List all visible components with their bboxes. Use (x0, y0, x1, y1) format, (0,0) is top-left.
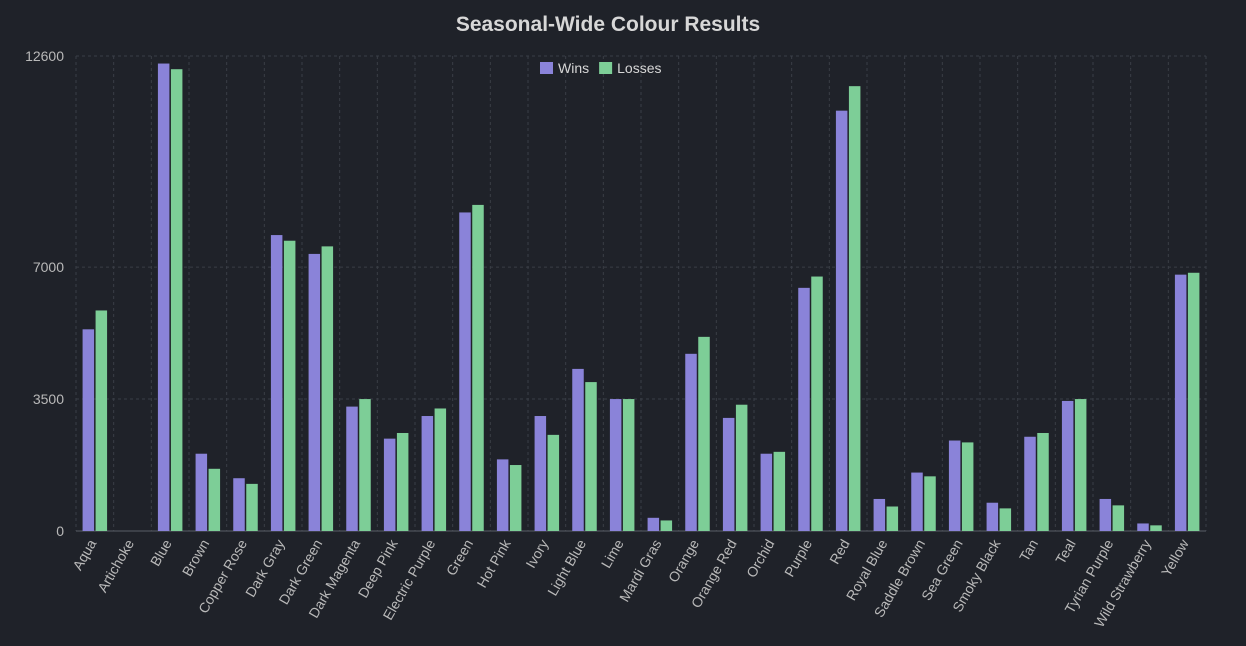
bar-losses[interactable] (321, 246, 334, 531)
bar-wins[interactable] (1099, 498, 1112, 531)
bar-wins[interactable] (572, 368, 584, 531)
x-tick-label: Light Blue (544, 536, 589, 598)
bar-losses[interactable] (246, 483, 258, 531)
bar-wins[interactable] (609, 399, 622, 531)
bar-losses[interactable] (1112, 505, 1125, 531)
x-tick-label: Yellow (1158, 536, 1192, 579)
bar-losses[interactable] (170, 69, 183, 531)
bar-losses[interactable] (773, 451, 786, 531)
bar-losses[interactable] (622, 399, 635, 531)
bar-losses[interactable] (1150, 525, 1162, 531)
bar-wins[interactable] (948, 440, 961, 531)
bar-losses[interactable] (999, 508, 1012, 531)
y-tick-label: 7000 (33, 259, 64, 275)
x-tick-label: Brown (179, 537, 213, 579)
x-tick-label: Red (826, 537, 853, 567)
bar-wins[interactable] (195, 453, 208, 531)
bar-losses[interactable] (660, 520, 673, 531)
x-tick-label: Tan (1016, 537, 1041, 565)
bar-losses[interactable] (1187, 272, 1200, 531)
bar-wins[interactable] (82, 329, 95, 531)
bar-losses[interactable] (735, 404, 748, 531)
legend[interactable]: Wins Losses (540, 60, 661, 76)
legend-label-wins[interactable]: Wins (558, 60, 589, 76)
bar-wins[interactable] (873, 498, 886, 531)
bar-wins[interactable] (308, 253, 321, 531)
x-tick-label: Aqua (69, 536, 99, 573)
bar-losses[interactable] (434, 408, 447, 531)
bar-wins[interactable] (1061, 400, 1074, 531)
bar-wins[interactable] (798, 287, 810, 531)
x-tick-label: Orchid (743, 537, 777, 581)
bar-wins[interactable] (835, 110, 848, 532)
bar-wins[interactable] (1024, 436, 1036, 531)
grid (75, 55, 1207, 532)
bar-wins[interactable] (1174, 274, 1187, 531)
bar-losses[interactable] (472, 204, 484, 531)
bar-wins[interactable] (760, 453, 773, 531)
bar-wins[interactable] (459, 212, 471, 531)
bar-losses[interactable] (811, 276, 823, 531)
bar-wins[interactable] (722, 417, 735, 531)
bar-losses[interactable] (1037, 432, 1049, 531)
x-tick-label: Lime (598, 536, 627, 570)
y-axis-ticks: 0 3500 7000 12600 (25, 48, 64, 539)
bar-wins[interactable] (685, 353, 697, 531)
bar-losses[interactable] (886, 506, 899, 531)
bar-losses[interactable] (848, 86, 861, 532)
bar-wins[interactable] (496, 459, 509, 531)
x-tick-label: Blue (147, 536, 175, 568)
bars (82, 63, 1200, 532)
bar-losses[interactable] (359, 399, 371, 531)
legend-swatch-wins[interactable] (540, 62, 553, 74)
chart-title: Seasonal-Wide Colour Results (456, 13, 760, 36)
bar-wins[interactable] (1137, 523, 1149, 531)
bar-losses[interactable] (95, 310, 108, 531)
bar-losses[interactable] (509, 465, 522, 531)
bar-wins[interactable] (421, 416, 434, 531)
bar-losses[interactable] (924, 476, 936, 531)
y-tick-label: 0 (56, 523, 64, 539)
bar-losses[interactable] (961, 442, 974, 531)
bar-wins[interactable] (534, 416, 547, 531)
bar-losses[interactable] (547, 434, 560, 531)
bar-wins[interactable] (647, 517, 660, 531)
x-tick-label: Purple (781, 536, 815, 579)
x-tick-label: Orange (665, 536, 702, 585)
x-tick-label: Green (443, 537, 476, 579)
x-tick-label: Teal (1052, 537, 1079, 567)
bar-wins[interactable] (986, 502, 999, 531)
bar-wins[interactable] (346, 406, 358, 531)
y-tick-label: 12600 (25, 48, 64, 64)
x-tick-label: Artichoke (94, 536, 137, 595)
x-tick-label: Hot Pink (473, 536, 514, 591)
y-tick-label: 3500 (33, 391, 64, 407)
bar-losses[interactable] (396, 432, 409, 531)
bar-wins[interactable] (383, 438, 396, 531)
bar-wins[interactable] (157, 63, 170, 532)
bar-wins[interactable] (233, 478, 245, 531)
bar-losses[interactable] (698, 336, 710, 531)
bar-losses[interactable] (208, 468, 221, 531)
bar-losses[interactable] (585, 382, 597, 531)
legend-swatch-losses[interactable] (599, 62, 613, 74)
bar-losses[interactable] (283, 240, 296, 531)
bar-wins[interactable] (270, 235, 283, 532)
bar-wins[interactable] (911, 472, 923, 531)
legend-label-losses[interactable]: Losses (617, 60, 661, 76)
x-tick-label: Ivory (522, 537, 551, 571)
bar-losses[interactable] (1074, 399, 1087, 531)
